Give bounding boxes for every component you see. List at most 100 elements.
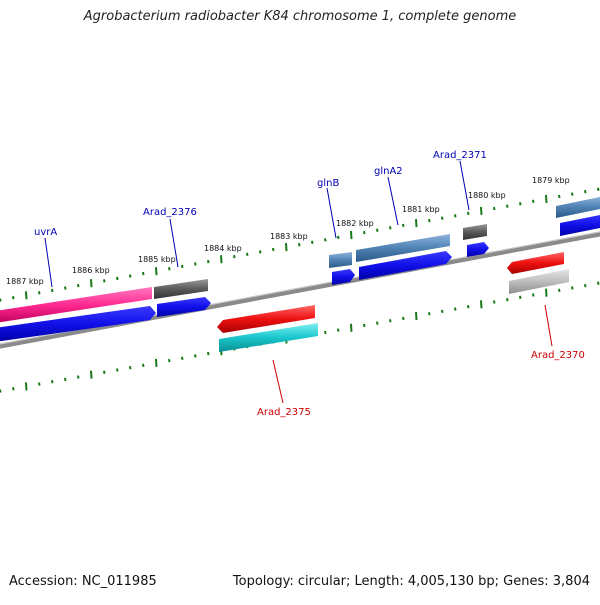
inner-ruler-tick <box>389 319 392 323</box>
gene-arad-2370[interactable] <box>507 252 564 274</box>
outer-ruler-tick <box>207 259 210 264</box>
inner-ruler-tick <box>90 370 93 379</box>
inner-ruler-tick <box>168 358 171 363</box>
outer-ruler-tick <box>181 264 184 269</box>
outer-ruler-tick <box>25 291 28 300</box>
cds-glnA2[interactable] <box>359 251 452 280</box>
inner-ruler-tick <box>558 288 561 292</box>
leader-arad-2371 <box>459 160 470 211</box>
inner-ruler-tick <box>51 380 54 384</box>
inner-ruler-tick <box>402 316 405 321</box>
cds-uvrA[interactable] <box>0 306 156 342</box>
gene-uvrA[interactable] <box>0 287 152 323</box>
inner-ruler-tick <box>194 354 197 358</box>
inner-ruler-tick <box>142 363 145 367</box>
label-arad-2370[interactable]: Arad_2370 <box>531 350 585 361</box>
outer-ruler-tick <box>155 267 158 276</box>
outer-ruler-tick <box>337 235 340 240</box>
inner-ruler-tick <box>103 370 106 375</box>
outer-ruler-tick <box>532 199 535 204</box>
cds-glnB[interactable] <box>332 269 355 285</box>
inner-ruler-tick <box>506 298 509 302</box>
label-arad-2375[interactable]: Arad_2375 <box>257 407 311 418</box>
label-glnA2[interactable]: glnA2 <box>374 166 403 177</box>
outer-ruler-tick <box>467 211 470 216</box>
outer-ruler-tick <box>597 187 600 191</box>
inner-ruler-tick <box>532 293 535 297</box>
outer-ruler-tick <box>51 288 54 293</box>
outer-ruler-tick <box>506 204 509 208</box>
label-glnB[interactable]: glnB <box>317 178 339 189</box>
inner-ruler-tick <box>77 375 80 379</box>
outer-ruler-tick <box>311 240 314 244</box>
gene-glnA2[interactable] <box>356 234 450 262</box>
outer-ruler-tick <box>0 298 2 302</box>
gene-arad-2376[interactable] <box>154 279 208 299</box>
inner-ruler-tick <box>324 330 327 335</box>
tick-label-1885: 1885 kbp <box>138 255 176 264</box>
outer-ruler-tick <box>77 283 80 288</box>
outer-ruler-tick <box>571 192 574 196</box>
cds-arad-2371[interactable] <box>467 242 489 257</box>
gene-arad-2375[interactable] <box>217 305 315 333</box>
inner-ruler-tick <box>454 307 457 311</box>
tick-label-1881: 1881 kbp <box>402 205 440 214</box>
inner-ruler-tick <box>207 351 210 356</box>
inner-ruler-tick <box>415 312 418 321</box>
label-uvrA[interactable]: uvrA <box>34 227 57 238</box>
inner-ruler-tick <box>467 305 470 309</box>
inner-ruler-tick <box>64 377 67 382</box>
inner-ruler-tick <box>519 295 522 299</box>
leader-glnA2 <box>387 176 399 226</box>
outer-ruler-tick <box>454 214 457 218</box>
gene-right-edge[interactable] <box>556 196 600 218</box>
cds-arad-2376[interactable] <box>157 297 211 317</box>
topology-summary: Topology: circular; Length: 4,005,130 bp… <box>232 574 590 589</box>
leader-glnB <box>326 187 337 239</box>
leader-arad-2376 <box>169 218 179 268</box>
outer-ruler-tick <box>142 271 145 276</box>
gene-arad-2371[interactable] <box>463 224 487 240</box>
tick-label-1884: 1884 kbp <box>204 244 242 253</box>
inner-ruler-tick <box>12 387 15 391</box>
outer-ruler-tick <box>116 276 119 281</box>
outer-ruler-tick <box>545 194 548 203</box>
inner-ruler-tick <box>0 389 2 393</box>
outer-ruler-tick <box>402 223 405 228</box>
outer-ruler-tick <box>168 267 171 271</box>
outer-ruler-tick <box>415 218 418 228</box>
accession-text: Accession: NC_011985 <box>9 574 157 589</box>
gene-arad-2370-partner[interactable] <box>509 269 569 294</box>
outer-ruler-tick <box>259 250 262 254</box>
label-arad-2371[interactable]: Arad_2371 <box>433 150 487 161</box>
inner-ruler-tick <box>38 382 41 386</box>
outer-ruler-tick <box>194 262 197 266</box>
gene-glnB[interactable] <box>329 252 352 268</box>
genome-backbone <box>0 231 600 349</box>
inner-ruler-tick <box>155 358 158 368</box>
leader-uvrA <box>44 237 53 288</box>
outer-ruler-tick <box>363 230 366 235</box>
outer-ruler-tick <box>38 291 41 295</box>
outer-ruler-tick <box>129 274 132 278</box>
cds-right-edge[interactable] <box>560 214 600 236</box>
gene-arad-2375-partner[interactable] <box>219 323 318 352</box>
outer-ruler-tick <box>103 279 106 283</box>
outer-ruler-tick <box>493 206 496 211</box>
inner-ruler-tick <box>584 283 587 288</box>
inner-ruler-tick <box>545 288 548 297</box>
leader-arad-2375 <box>272 359 284 404</box>
outer-ruler-tick <box>324 238 327 242</box>
inner-ruler-tick <box>480 300 483 309</box>
tick-label-1880: 1880 kbp <box>468 191 506 200</box>
outer-ruler-tick <box>90 279 93 288</box>
inner-ruler-tick <box>376 321 379 325</box>
outer-ruler-tick <box>220 255 223 264</box>
tick-label-1879: 1879 kbp <box>532 176 570 185</box>
outer-ruler-tick <box>12 296 15 300</box>
inner-ruler-tick <box>181 356 184 360</box>
label-arad-2376[interactable]: Arad_2376 <box>143 207 197 218</box>
outer-ruler-tick <box>428 218 431 223</box>
